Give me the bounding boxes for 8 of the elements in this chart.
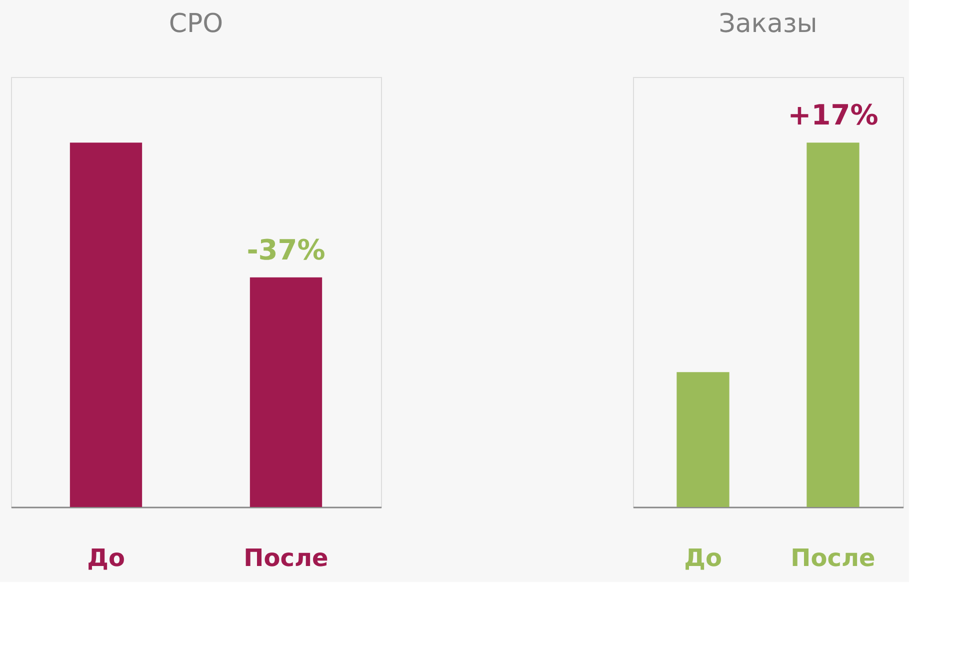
chart-title: Заказы	[718, 9, 818, 39]
x-tick-label: После	[790, 544, 876, 572]
annotation: -37%	[246, 233, 326, 266]
annotation: +17%	[788, 98, 878, 132]
x-tick-label: После	[244, 544, 328, 572]
x-tick-label: До	[87, 544, 125, 572]
chart-title: CPO	[168, 9, 224, 39]
x-tick-label: До	[684, 544, 722, 572]
